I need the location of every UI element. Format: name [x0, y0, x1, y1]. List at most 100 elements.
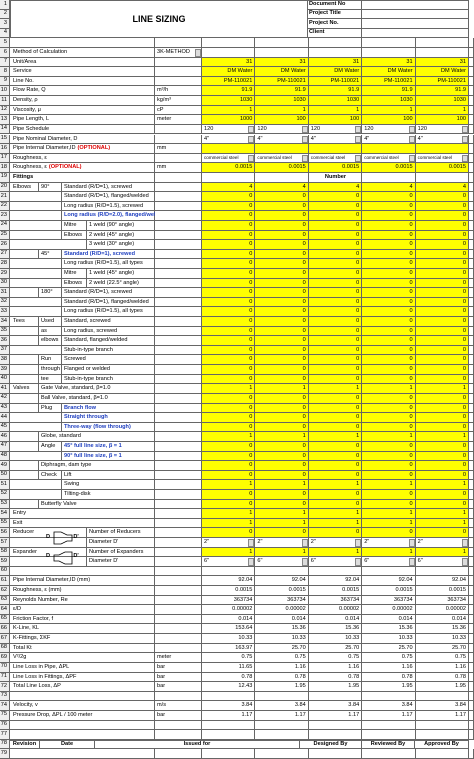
value: 25.70 [291, 644, 306, 651]
data-cell [202, 297, 256, 308]
row-number: 36 [0, 336, 10, 346]
row-number: 10 [0, 86, 10, 97]
data-cell [308, 278, 363, 289]
data-cell [308, 211, 363, 221]
data-cell [308, 701, 363, 711]
label-cell [10, 374, 155, 385]
divider [61, 211, 62, 221]
label: Line Loss in Fittings, ΔPF [13, 673, 77, 680]
dropdown-button [462, 539, 468, 547]
value: 0 [356, 346, 360, 353]
label: Exit [13, 519, 23, 526]
row-number: 74 [0, 701, 10, 711]
data-cell [308, 38, 363, 49]
dropdown-value: 120 [417, 125, 427, 132]
value: 0 [302, 270, 306, 276]
label: Friction Factor, f [13, 615, 54, 622]
data-cell [202, 76, 256, 87]
row-number: 33 [0, 307, 10, 318]
data-cell [255, 192, 309, 202]
unit-cell [155, 182, 202, 193]
value: 1 [302, 519, 306, 526]
value: 92.04 [238, 577, 253, 584]
data-cell [308, 749, 363, 759]
unit-cell [155, 230, 202, 241]
unit-cell [155, 134, 202, 145]
data-cell [362, 403, 416, 414]
spare-cell [469, 355, 474, 366]
label-cell [10, 710, 155, 721]
data-cell [202, 691, 256, 702]
divider [38, 288, 39, 298]
spare-cell [469, 163, 474, 173]
divider [61, 307, 62, 318]
divider [61, 259, 62, 269]
data-cell [415, 153, 469, 164]
data-cell [202, 672, 256, 683]
label: 1 weld (90° angle) [89, 221, 135, 228]
value: 100 [349, 116, 360, 123]
value: 4 [356, 183, 360, 190]
divider [86, 220, 87, 231]
spare-cell [469, 557, 474, 567]
data-cell [362, 499, 416, 510]
label-cell [10, 67, 155, 77]
data-cell [308, 76, 363, 87]
row-number: 73 [0, 691, 10, 702]
value: DM Water [387, 68, 413, 75]
value: 1 [409, 433, 413, 440]
data-cell [415, 365, 469, 375]
label-cell [10, 365, 155, 375]
value: 0.75 [401, 654, 413, 661]
label-cell [10, 182, 155, 193]
reducer-icon [53, 551, 73, 565]
divider [61, 489, 62, 500]
data-cell [415, 192, 469, 202]
data-cell [362, 105, 416, 116]
divider [61, 470, 62, 481]
label-cell [10, 336, 155, 346]
data-cell [255, 326, 309, 337]
value: 0 [462, 221, 466, 228]
data-cell [255, 336, 309, 346]
data-cell [415, 76, 469, 87]
label: tee [41, 375, 49, 382]
row-number: 72 [0, 682, 10, 692]
data-cell [202, 441, 256, 452]
value: 1000 [239, 116, 253, 123]
value: 0 [302, 337, 306, 344]
data-cell [255, 249, 309, 260]
unit-cell [155, 489, 202, 500]
data-cell [308, 489, 363, 500]
data-cell [255, 672, 309, 683]
data-cell [202, 528, 256, 538]
unit-cell [155, 547, 202, 558]
value: 0 [356, 356, 360, 363]
data-cell [415, 432, 469, 442]
value: 1 [462, 385, 466, 392]
value: 0 [409, 356, 413, 363]
data-cell [255, 518, 309, 529]
value: 1.17 [241, 711, 253, 718]
row-number: 66 [0, 624, 10, 635]
data-cell [415, 269, 469, 279]
value: 1 [249, 385, 253, 392]
row-number: 35 [0, 326, 10, 337]
value: 0 [462, 356, 466, 363]
data-cell [362, 57, 416, 68]
value: 0 [462, 241, 466, 248]
label: Pipe Nominal Diameter, D [13, 135, 78, 142]
data-cell [415, 557, 469, 567]
spare-cell [469, 317, 474, 327]
value: 3.84 [348, 702, 360, 709]
row-number: 49 [0, 461, 10, 471]
value: 25.70 [345, 644, 360, 651]
data-cell [202, 57, 256, 68]
data-cell [415, 547, 469, 558]
data-cell [415, 499, 469, 510]
data-cell [362, 566, 416, 577]
row-number: 18 [0, 163, 10, 173]
data-cell [202, 86, 256, 97]
value: 0 [249, 462, 253, 469]
spare-cell [469, 634, 474, 644]
